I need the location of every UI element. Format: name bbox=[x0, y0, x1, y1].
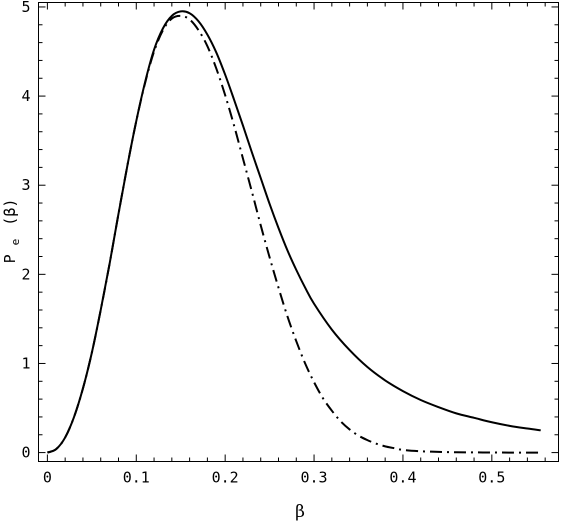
y-axis-label-arg: (β) bbox=[1, 199, 19, 226]
series-line-solid bbox=[47, 10, 541, 454]
x-axis-label: β bbox=[295, 502, 305, 522]
plot-frame bbox=[38, 2, 559, 462]
y-tick-label: 3 bbox=[21, 176, 30, 194]
y-tick-label: 0 bbox=[21, 444, 30, 462]
svg-text:P e (β): P e (β) bbox=[1, 199, 23, 264]
ticks bbox=[38, 2, 559, 462]
x-tick-label: 0.5 bbox=[478, 469, 505, 487]
y-axis-label-sub: e bbox=[9, 239, 22, 246]
y-tick-label: 4 bbox=[21, 87, 30, 105]
x-tick-label: 0 bbox=[43, 469, 52, 487]
x-tick-label: 0.2 bbox=[212, 469, 239, 487]
y-tick-label: 2 bbox=[21, 265, 30, 283]
y-tick-label: 5 bbox=[21, 0, 30, 16]
series-line-dash-dot bbox=[47, 14, 541, 454]
x-tick-label: 0.1 bbox=[123, 469, 150, 487]
y-tick-label: 1 bbox=[21, 354, 30, 372]
x-tick-label: 0.4 bbox=[389, 469, 416, 487]
y-axis-label-main: P bbox=[1, 254, 19, 263]
tick-labels: 0 0.1 0.2 0.3 0.4 0.5 0 1 2 3 4 5 bbox=[21, 0, 505, 487]
series bbox=[47, 10, 541, 454]
y-axis-label: P e (β) bbox=[1, 199, 23, 264]
x-tick-label: 0.3 bbox=[301, 469, 328, 487]
